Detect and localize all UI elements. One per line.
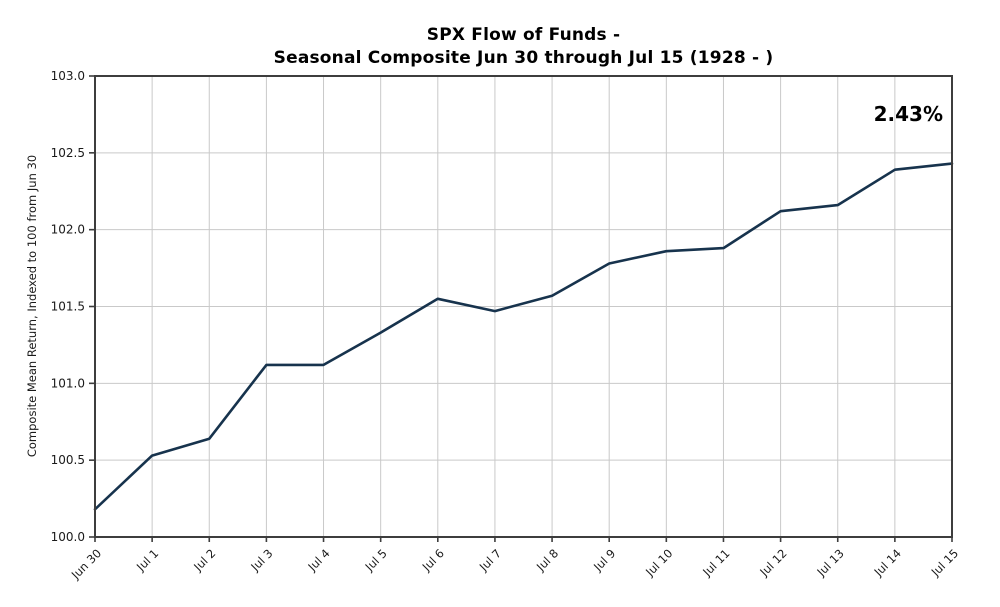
y-tick-label: 101.0 <box>51 376 85 390</box>
x-tick-label: Jul 2 <box>190 546 218 574</box>
x-tick-label: Jul 1 <box>133 546 161 574</box>
x-tick-label: Jul 14 <box>871 546 904 579</box>
total-return-annotation: 2.43% <box>873 102 943 126</box>
y-tick-label: 100.0 <box>51 530 85 544</box>
chart-title-line2: Seasonal Composite Jun 30 through Jul 15… <box>273 48 774 68</box>
y-tick-label: 102.5 <box>51 146 85 160</box>
y-tick-label: 100.5 <box>51 453 85 467</box>
y-axis-label: Composite Mean Return, Indexed to 100 fr… <box>25 154 39 458</box>
x-tick-label: Jul 5 <box>362 546 390 574</box>
chart-title: SPX Flow of Funds - Seasonal Composite J… <box>95 24 952 70</box>
x-tick-label: Jul 13 <box>813 546 846 579</box>
x-tick-label: Jul 7 <box>476 546 504 574</box>
y-tick-label: 102.0 <box>51 223 85 237</box>
x-tick-label: Jul 3 <box>247 546 275 574</box>
x-tick-label: Jul 8 <box>533 546 561 574</box>
y-tick-label: 101.5 <box>51 300 85 314</box>
x-tick-label: Jun 30 <box>68 546 104 582</box>
x-tick-label: Jul 15 <box>928 546 961 579</box>
x-tick-label: Jul 10 <box>642 546 675 579</box>
data-line-series <box>93 162 954 511</box>
x-tick-label: Jul 11 <box>699 546 732 579</box>
chart-title-line1: SPX Flow of Funds - <box>426 25 621 45</box>
y-tick-label: 103.0 <box>51 69 85 83</box>
x-tick-label: Jul 12 <box>756 546 789 579</box>
x-tick-label: Jul 6 <box>419 546 447 574</box>
x-tick-label: Jul 9 <box>590 546 618 574</box>
x-tick-label: Jul 4 <box>304 546 332 574</box>
